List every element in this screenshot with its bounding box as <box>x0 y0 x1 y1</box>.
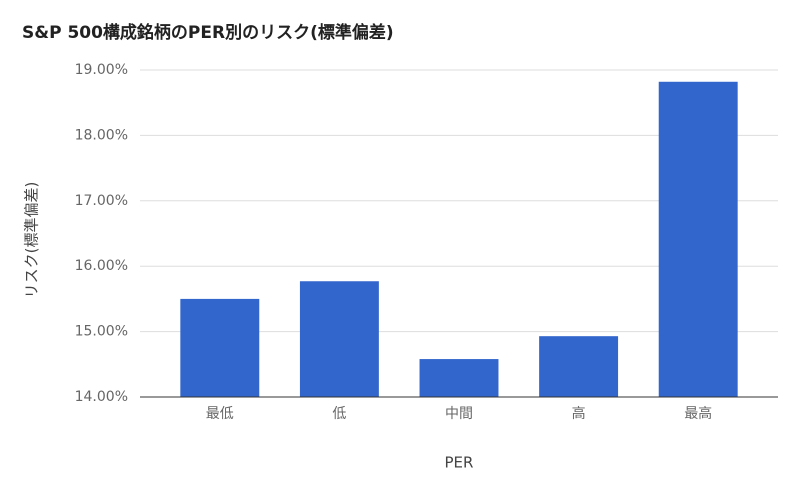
chart-title: S&P 500構成銘柄のPER別のリスク(標準偏差) <box>22 22 394 43</box>
x-tick-label: 中間 <box>445 406 473 422</box>
bar <box>419 359 499 397</box>
y-tick-label: 16.00% <box>75 258 128 274</box>
y-tick-label: 15.00% <box>75 324 128 340</box>
y-tick-label: 19.00% <box>75 62 128 78</box>
x-tick-label: 低 <box>332 406 346 422</box>
bar <box>658 81 738 397</box>
x-tick-label: 最高 <box>684 405 712 422</box>
y-tick-label: 17.00% <box>75 193 128 209</box>
bar <box>539 336 619 397</box>
x-tick-label: 最低 <box>206 406 234 422</box>
y-tick-label: 14.00% <box>75 389 128 405</box>
bar <box>180 298 260 397</box>
x-axis-title: PER <box>445 454 474 472</box>
x-tick-label: 高 <box>572 405 586 422</box>
y-tick-label: 18.00% <box>75 127 128 143</box>
y-axis-title: リスク(標準偏差) <box>23 182 41 299</box>
bar <box>299 281 379 397</box>
